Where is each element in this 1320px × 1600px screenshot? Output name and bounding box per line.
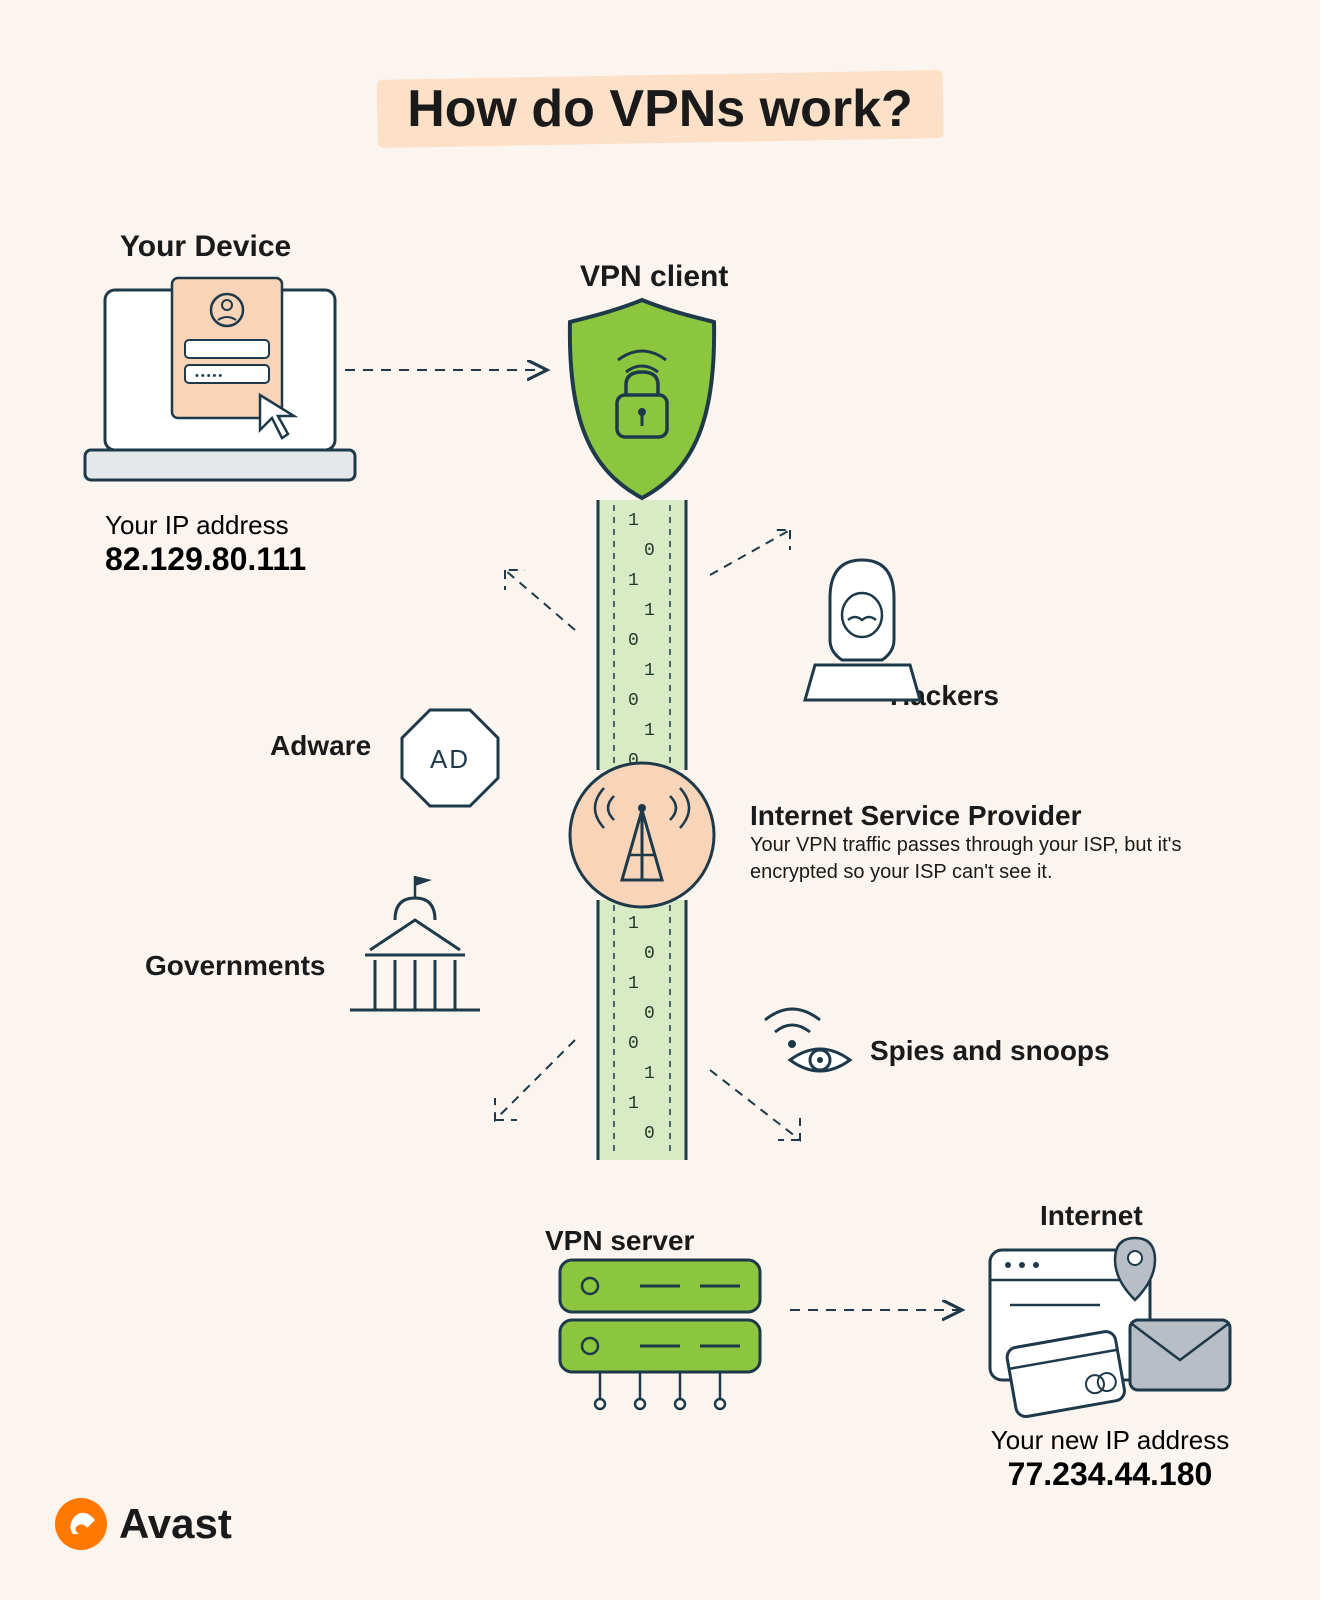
svg-text:0: 0 bbox=[644, 1004, 659, 1024]
svg-text:0: 0 bbox=[628, 631, 643, 651]
title-highlight: How do VPNs work? bbox=[377, 70, 944, 148]
svg-text:1: 1 bbox=[628, 1094, 643, 1114]
brand-icon bbox=[55, 1498, 107, 1550]
spies-label: Spies and snoops bbox=[870, 1035, 1110, 1067]
hackers-label: Hackers bbox=[890, 680, 999, 712]
internet-ip-label: Your new IP address bbox=[960, 1425, 1260, 1456]
deflect-arrow-hackers bbox=[710, 530, 790, 575]
svg-text:1: 1 bbox=[644, 721, 659, 741]
svg-text:1: 1 bbox=[628, 511, 643, 531]
svg-text:0: 0 bbox=[644, 1124, 659, 1144]
adware-badge-text: AD bbox=[430, 744, 470, 774]
isp-icon bbox=[570, 763, 714, 907]
isp-description: Your VPN traffic passes through your ISP… bbox=[750, 832, 1230, 886]
hacker-icon bbox=[805, 560, 920, 700]
svg-text:0: 0 bbox=[628, 1034, 643, 1054]
brand-block: Avast bbox=[55, 1498, 232, 1550]
svg-text:1: 1 bbox=[628, 914, 643, 934]
device-ip-label: Your IP address bbox=[105, 510, 306, 541]
internet-ip-block: Your new IP address 77.234.44.180 bbox=[960, 1425, 1260, 1493]
svg-text:0: 0 bbox=[644, 944, 659, 964]
government-icon bbox=[350, 876, 480, 1010]
deflect-arrow-spies bbox=[710, 1070, 800, 1140]
device-ip-value: 82.129.80.111 bbox=[105, 541, 306, 578]
vpn-server-label: VPN server bbox=[545, 1225, 694, 1257]
svg-text:1: 1 bbox=[628, 974, 643, 994]
isp-label: Internet Service Provider bbox=[750, 800, 1230, 832]
svg-text:0: 0 bbox=[628, 751, 643, 771]
spies-icon bbox=[765, 1009, 850, 1071]
svg-text:1: 1 bbox=[644, 661, 659, 681]
shield-icon bbox=[570, 300, 714, 498]
internet-icon bbox=[990, 1238, 1230, 1418]
svg-text:•••••: ••••• bbox=[195, 370, 224, 382]
device-ip-block: Your IP address 82.129.80.111 bbox=[105, 510, 306, 578]
vpn-client-label: VPN client bbox=[580, 260, 728, 294]
adware-label: Adware bbox=[270, 730, 371, 762]
internet-ip-value: 77.234.44.180 bbox=[960, 1456, 1260, 1493]
isp-block: Internet Service Provider Your VPN traff… bbox=[750, 800, 1230, 886]
deflect-arrow-adware bbox=[505, 570, 575, 630]
tunnel-bottom: 1 0 1 0 0 1 1 0 bbox=[598, 900, 686, 1160]
page-title-wrap: How do VPNs work? bbox=[377, 75, 943, 143]
server-icon bbox=[560, 1260, 760, 1409]
svg-text:0: 0 bbox=[644, 541, 659, 561]
internet-label: Internet bbox=[1040, 1200, 1143, 1232]
svg-text:1: 1 bbox=[628, 571, 643, 591]
adware-icon: AD bbox=[402, 710, 498, 806]
deflect-arrow-governments bbox=[495, 1040, 575, 1120]
svg-text:0: 0 bbox=[628, 691, 643, 711]
governments-label: Governments bbox=[145, 950, 326, 982]
brand-name: Avast bbox=[119, 1500, 232, 1548]
page-title: How do VPNs work? bbox=[407, 79, 913, 139]
svg-text:1: 1 bbox=[644, 1064, 659, 1084]
device-label: Your Device bbox=[120, 230, 291, 264]
svg-text:1: 1 bbox=[644, 601, 659, 621]
laptop-icon: ••••• bbox=[85, 278, 355, 480]
tunnel-top: 1 0 1 1 0 1 0 1 0 bbox=[598, 500, 686, 771]
